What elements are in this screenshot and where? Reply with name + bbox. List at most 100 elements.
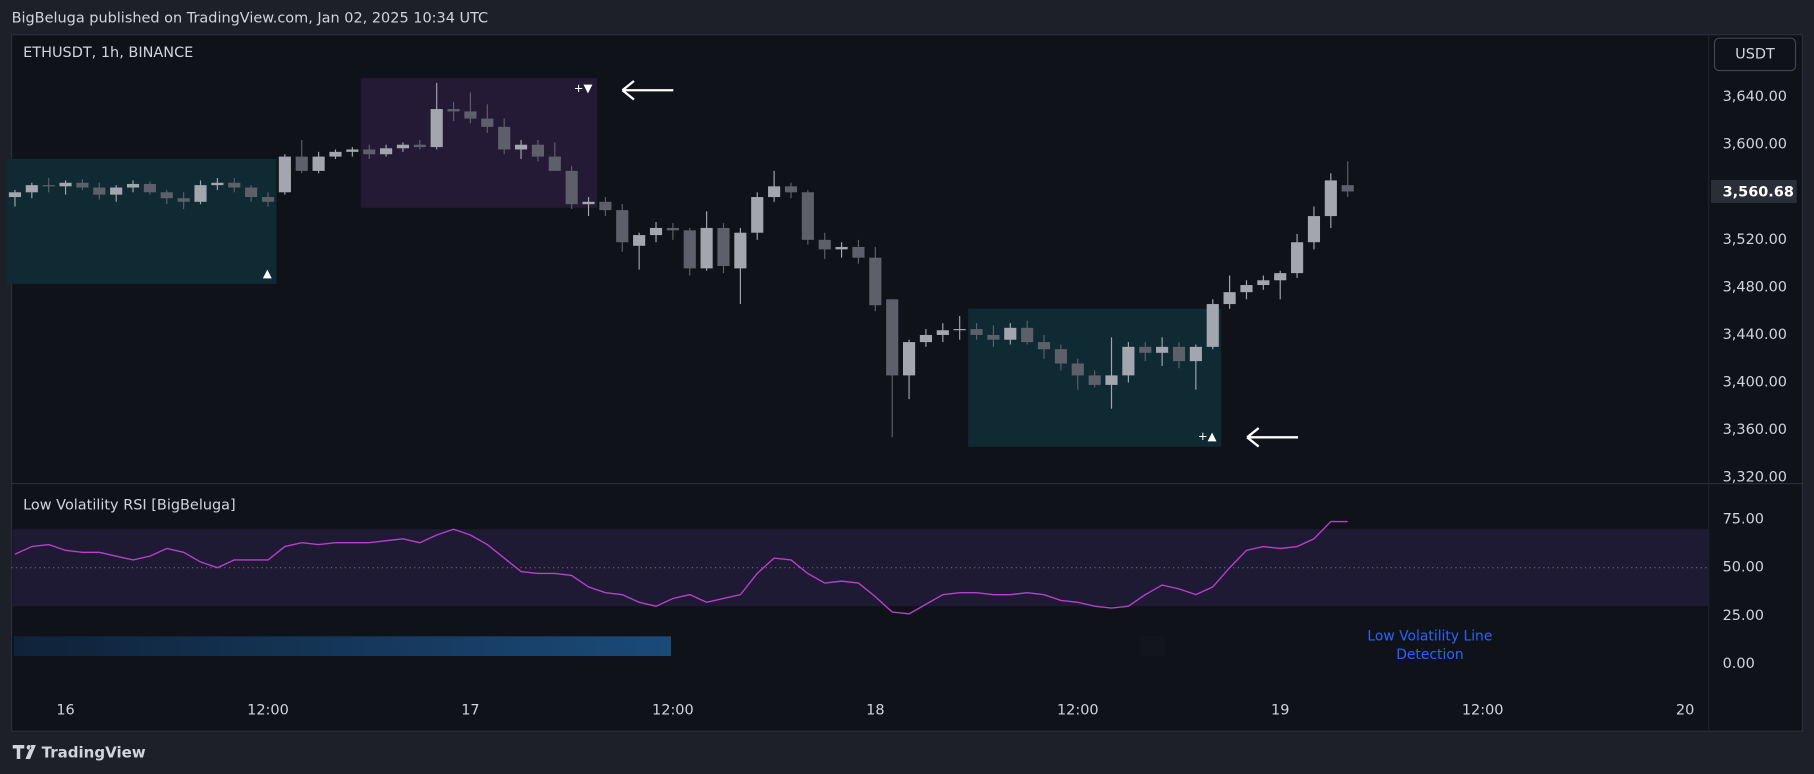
candle-body <box>565 170 578 205</box>
candle-body <box>261 197 275 202</box>
candle-body <box>768 186 781 198</box>
candle-body <box>396 144 410 149</box>
candle-body <box>1240 285 1253 293</box>
candle-body <box>447 109 460 112</box>
candle-body <box>93 187 106 195</box>
candle-body <box>902 342 916 376</box>
arrow <box>1246 427 1299 448</box>
candle-body <box>481 118 494 127</box>
candle-body <box>363 149 376 155</box>
y-tick-label: 75.00 <box>1723 512 1764 528</box>
candle-body <box>1054 349 1067 364</box>
candle-body <box>633 235 646 246</box>
candle-body <box>1037 342 1051 350</box>
candle-body <box>8 192 22 198</box>
indicator-title: Low Volatility RSI [BigBeluga] <box>23 498 236 514</box>
candle-body <box>784 186 798 193</box>
candle-body <box>1172 346 1186 362</box>
candle-body <box>1206 304 1219 347</box>
y-tick-label: 3,640.00 <box>1723 89 1787 105</box>
candle-body <box>869 257 882 306</box>
candle-body <box>59 182 72 187</box>
candle-body <box>464 111 477 119</box>
candle-body <box>1223 292 1236 305</box>
y-tick-label: 50.00 <box>1723 560 1764 576</box>
candle-body <box>194 185 207 202</box>
candle-body <box>1021 327 1034 343</box>
candle-body <box>616 210 629 243</box>
candle-body <box>278 156 291 193</box>
candle-body <box>970 329 983 335</box>
zone-marker: ▲ <box>263 266 272 280</box>
candle-body <box>1105 375 1118 385</box>
candle-body <box>346 149 359 152</box>
y-tick-label: 3,360.00 <box>1723 422 1787 438</box>
brand-name: TradingView <box>42 744 146 762</box>
y-tick-label: 25.00 <box>1723 608 1764 624</box>
zone-marker: +▼ <box>574 81 593 95</box>
candle-body <box>126 183 140 188</box>
detection-label: Low Volatility Line Detection <box>1367 628 1492 663</box>
candle-body <box>1291 242 1304 274</box>
candle-body <box>936 330 949 335</box>
x-tick-label: 12:00 <box>1057 702 1099 718</box>
candle-body <box>295 156 308 171</box>
low-volatility-line <box>13 636 671 656</box>
candle-body <box>1257 280 1270 286</box>
y-tick-label: 3,320.00 <box>1723 470 1787 486</box>
candle-body <box>1324 180 1337 217</box>
candle-body <box>1189 346 1202 362</box>
y-tick-label: 3,400.00 <box>1723 375 1787 391</box>
y-tick-label: 3,480.00 <box>1723 279 1787 295</box>
candle-body <box>751 197 764 233</box>
currency-button[interactable] <box>1713 37 1797 72</box>
candle-body <box>1156 346 1169 353</box>
candle-body <box>430 109 443 148</box>
volatility-zone <box>6 158 277 284</box>
rsi-band <box>12 529 1709 607</box>
y-tick-label: 3,600.00 <box>1723 137 1787 153</box>
candle-body <box>498 126 511 150</box>
publish-note: BigBeluga published on TradingView.com, … <box>12 11 489 27</box>
candle-body <box>514 144 528 150</box>
candle-body <box>886 299 899 376</box>
candle-body <box>987 334 1000 340</box>
candle-body <box>143 183 156 193</box>
candle-body <box>211 182 224 186</box>
candle-body <box>1139 346 1152 353</box>
candle-body <box>548 156 561 171</box>
candle-body <box>734 232 747 269</box>
candle-body <box>413 144 426 148</box>
candle-body <box>312 156 325 171</box>
brand-logo <box>12 745 36 759</box>
candle-body <box>599 201 612 211</box>
last-price-label: 3,560.68 <box>1723 185 1794 201</box>
candle-body <box>818 239 831 250</box>
x-tick-label: 20 <box>1676 702 1694 718</box>
x-tick-label: 18 <box>866 702 884 718</box>
volatility-zone <box>360 78 597 208</box>
currency-label: USDT <box>1735 46 1775 62</box>
candle-body <box>110 187 123 195</box>
candle-body <box>649 227 663 236</box>
candle-body <box>1122 346 1135 376</box>
candle-body <box>666 227 679 231</box>
candle-body <box>76 182 89 188</box>
chart-frame <box>10 34 1804 732</box>
candle-body <box>717 227 730 267</box>
candle-body <box>380 148 393 155</box>
x-tick-label: 12:00 <box>1462 702 1504 718</box>
candle-body <box>228 182 241 188</box>
candle-body <box>531 144 544 157</box>
last-price-tag <box>1711 179 1797 204</box>
candle-body <box>245 187 258 198</box>
x-tick-label: 19 <box>1271 702 1289 718</box>
candle-body <box>1341 185 1354 192</box>
candle-body <box>919 334 933 343</box>
candle-body <box>25 185 38 193</box>
x-tick-label: 16 <box>56 702 74 718</box>
y-tick-label: 3,440.00 <box>1723 327 1787 343</box>
candle-body <box>160 192 173 199</box>
price-pane: ▲ +▼ +▲ 3,320.00 3,360.00 3,400.00 3,440.00 3,4… <box>6 78 1797 718</box>
